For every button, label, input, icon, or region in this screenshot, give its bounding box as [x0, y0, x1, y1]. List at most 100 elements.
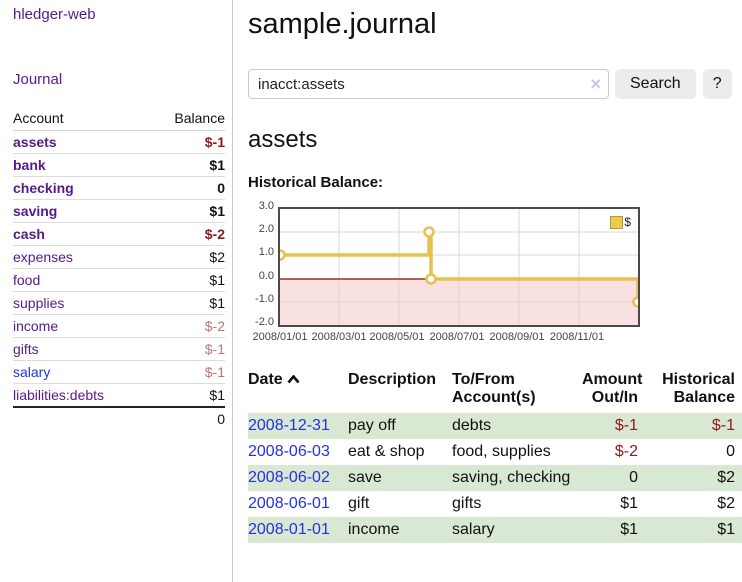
- register-row[interactable]: 2008-01-01 income salary $1 $1: [248, 517, 742, 543]
- account-row: salary $-1: [13, 360, 225, 384]
- y-tick-label: -2.0: [255, 316, 274, 328]
- account-link-checking[interactable]: checking: [13, 180, 74, 196]
- account-link-gifts[interactable]: gifts: [13, 341, 39, 357]
- x-tick-label: 2008/01/01: [249, 331, 311, 344]
- accounts-table: Account Balance assets $-1 bank $1 check…: [13, 107, 225, 430]
- transaction-amount: $-2: [614, 443, 638, 460]
- transaction-accounts: debts: [452, 417, 492, 434]
- account-link-food[interactable]: food: [13, 272, 41, 288]
- transaction-description: pay off: [348, 417, 396, 434]
- account-row: bank $1: [13, 153, 225, 177]
- accounts-table-header: Account Balance: [13, 107, 225, 131]
- accounts-total-balance: 0: [119, 406, 225, 430]
- account-row: income $-2: [13, 314, 225, 338]
- account-link-salary[interactable]: salary: [13, 364, 51, 380]
- search-box: ×: [248, 69, 609, 99]
- register-header-date[interactable]: Date: [248, 369, 348, 413]
- transaction-amount: $1: [620, 495, 638, 512]
- transaction-amount: $1: [620, 521, 638, 538]
- sidebar: hledger-web Journal Account Balance asse…: [0, 0, 232, 582]
- data-point-markers: [280, 226, 638, 308]
- chart-legend: $: [610, 215, 631, 229]
- x-tick-label: 2008/07/01: [426, 331, 488, 344]
- transaction-description: gift: [348, 495, 370, 512]
- account-balance: $-2: [119, 314, 225, 338]
- negative-region: [280, 279, 638, 325]
- account-row: saving $1: [13, 199, 225, 223]
- account-link-saving[interactable]: saving: [13, 203, 58, 219]
- register-header-amount: Amount Out/In: [582, 371, 643, 406]
- sidebar-item-journal[interactable]: Journal: [13, 71, 63, 88]
- y-tick-label: 0.0: [258, 270, 274, 282]
- register-header-description: Description: [348, 371, 437, 388]
- accounts-header-account: Account: [13, 107, 119, 131]
- transaction-date-link[interactable]: 2008-06-02: [248, 469, 330, 486]
- register-table: Date Description To/From Account(s) Amou…: [248, 369, 742, 543]
- legend-swatch-icon: [610, 215, 624, 229]
- account-balance: $1: [119, 199, 225, 223]
- account-link-assets[interactable]: assets: [13, 134, 57, 150]
- accounts-total-row: 0: [13, 406, 225, 430]
- x-tick-label: 2008/05/01: [366, 331, 428, 344]
- transaction-description: income: [348, 521, 400, 538]
- account-row: liabilities:debts $1: [13, 383, 225, 408]
- register-row[interactable]: 2008-06-01 gift gifts $1 $2: [248, 491, 742, 517]
- chart-canvas: [280, 209, 638, 325]
- account-link-cash[interactable]: cash: [13, 226, 45, 242]
- account-balance: $-1: [119, 337, 225, 361]
- account-row: supplies $1: [13, 291, 225, 315]
- transaction-balance: $2: [717, 495, 735, 512]
- transaction-balance: $1: [717, 521, 735, 538]
- transaction-date-link[interactable]: 2008-06-01: [248, 495, 330, 512]
- account-balance: $-1: [119, 130, 225, 154]
- sidebar-divider: [232, 0, 233, 582]
- account-balance: $1: [119, 291, 225, 315]
- transaction-accounts: gifts: [452, 495, 482, 512]
- help-button[interactable]: ?: [702, 69, 732, 99]
- account-row: gifts $-1: [13, 337, 225, 361]
- transaction-balance: $2: [717, 469, 735, 486]
- y-tick-label: 1.0: [258, 246, 274, 258]
- account-link-income[interactable]: income: [13, 318, 59, 334]
- search-form: × Search ?: [248, 69, 740, 99]
- x-tick-label: 2008/09/01: [486, 331, 548, 344]
- transaction-balance: 0: [726, 443, 735, 460]
- transaction-date-link[interactable]: 2008-01-01: [248, 521, 330, 538]
- account-link-bank[interactable]: bank: [13, 157, 46, 173]
- register-row[interactable]: 2008-06-03 eat & shop food, supplies $-2…: [248, 439, 742, 465]
- account-link-supplies[interactable]: supplies: [13, 295, 65, 311]
- account-balance: $2: [119, 245, 225, 269]
- register-row[interactable]: 2008-12-31 pay off debts $-1 $-1: [248, 413, 742, 439]
- x-tick-label: 2008/11/01: [546, 331, 608, 344]
- search-button[interactable]: Search: [615, 69, 696, 99]
- account-balance: 0: [119, 176, 225, 200]
- register-header-balance: Historical Balance: [662, 371, 735, 406]
- transaction-date-link[interactable]: 2008-06-03: [248, 443, 330, 460]
- transaction-accounts: food, supplies: [452, 443, 551, 460]
- transaction-accounts: saving, checking: [452, 469, 571, 486]
- transaction-date-link[interactable]: 2008-12-31: [248, 417, 330, 434]
- sort-ascending-icon: [287, 371, 300, 389]
- account-row: assets $-1: [13, 130, 225, 154]
- account-balance: $-1: [119, 360, 225, 384]
- account-link-expenses[interactable]: expenses: [13, 249, 73, 265]
- account-link-liabilities-debts[interactable]: liabilities:debts: [13, 387, 105, 403]
- date-header-label: Date: [248, 371, 283, 388]
- accounts-header-balance: Balance: [119, 107, 225, 131]
- transaction-amount: $-1: [614, 417, 638, 434]
- clear-search-icon[interactable]: ×: [590, 74, 601, 94]
- chart-title: Historical Balance:: [248, 174, 384, 191]
- transaction-description: save: [348, 469, 382, 486]
- register-header-row: Date Description To/From Account(s) Amou…: [248, 369, 742, 413]
- account-balance: $1: [119, 383, 225, 408]
- historical-balance-chart: 3.0 2.0 1.0 0.0 -1.0 -2.0: [248, 199, 648, 345]
- legend-label: $: [624, 215, 631, 229]
- y-tick-label: 3.0: [258, 200, 274, 212]
- search-input[interactable]: [248, 69, 609, 99]
- register-row[interactable]: 2008-06-02 save saving, checking 0 $2: [248, 465, 742, 491]
- app-title-link[interactable]: hledger-web: [13, 6, 96, 23]
- y-tick-label: 2.0: [258, 223, 274, 235]
- transaction-balance: $-1: [711, 417, 735, 434]
- transaction-accounts: salary: [452, 521, 495, 538]
